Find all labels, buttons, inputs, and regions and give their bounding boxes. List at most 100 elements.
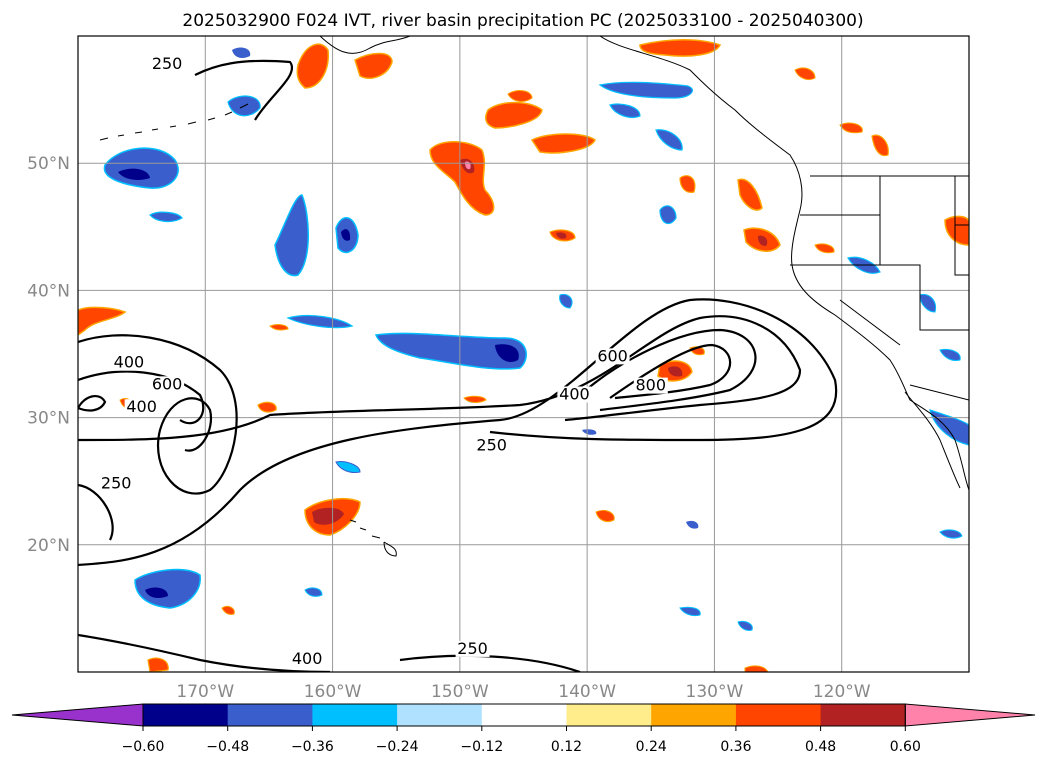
colorbar-swatch xyxy=(735,704,822,726)
colorbar-tick-label: 0.12 xyxy=(551,739,582,755)
colorbar-tick-label: 0.36 xyxy=(720,739,751,755)
contour-label: 800 xyxy=(636,376,667,395)
negative-precip-patch xyxy=(134,568,201,609)
ivt-contour-250 xyxy=(78,315,802,442)
lat-tick-label: 50°N xyxy=(27,154,70,174)
colorbar-swatch xyxy=(651,704,737,726)
negative-precip-patch xyxy=(304,587,323,597)
ivt-contour-250 xyxy=(78,298,838,567)
contour-label: 250 xyxy=(152,54,183,73)
negative-precip-patch xyxy=(149,211,183,223)
contour-label: 250 xyxy=(476,435,507,454)
ivt-contour-250 xyxy=(78,483,114,541)
contour-label: 600 xyxy=(597,346,628,365)
ivt-contour-600 xyxy=(78,370,205,425)
negative-precip-patch xyxy=(103,147,179,189)
state-borders xyxy=(790,175,969,401)
colorbar-swatch xyxy=(227,704,313,726)
contour-label-bg xyxy=(595,348,630,365)
colorbar-tick-label: 0.24 xyxy=(636,739,667,755)
positive-precip-patch xyxy=(839,122,863,134)
negative-precip-patch xyxy=(686,520,699,529)
contour-label-bg xyxy=(99,475,134,492)
lon-tick-label: 170°W xyxy=(176,682,234,702)
positive-precip-patch xyxy=(744,665,769,672)
negative-precip-patch xyxy=(341,229,351,241)
negative-precip-patch xyxy=(582,429,597,435)
positive-precip-patch xyxy=(595,509,615,523)
negative-precip-patch xyxy=(679,606,701,617)
negative-precip-patch xyxy=(919,293,937,313)
positive-precip-patch xyxy=(556,232,567,239)
ivt-contour-400 xyxy=(78,334,238,495)
positive-precip-patch xyxy=(507,90,533,102)
negative-precip-patch xyxy=(659,205,677,225)
map-frame xyxy=(77,35,970,673)
lon-tick-label: 140°W xyxy=(558,682,616,702)
colorbar-tick-label: −0.24 xyxy=(376,739,419,755)
positive-precip-patch xyxy=(296,43,329,89)
colorbar-swatch xyxy=(143,704,229,726)
negative-precip-patch xyxy=(118,168,150,180)
contour-label-bg xyxy=(455,640,490,657)
positive-precip-patch xyxy=(668,366,683,377)
contour-label-bg xyxy=(124,399,159,416)
latitude-axis: 20°N 30°N 40°N 50°N xyxy=(27,154,70,556)
positive-precip-patch xyxy=(78,306,127,336)
negative-precip-patch xyxy=(939,529,963,539)
positive-precip-patch xyxy=(737,178,763,211)
colorbar: −0.60 −0.48 −0.36 −0.24 −0.12 0.12 0.24 0.36 0.4… xyxy=(11,703,1036,755)
colorbar-frame xyxy=(142,703,906,727)
colorbar-tick-label: 0.60 xyxy=(890,739,921,755)
positive-precip-patch xyxy=(312,507,344,525)
contour-label-bg xyxy=(290,651,325,668)
colorbar-extend-high xyxy=(904,703,1036,727)
lon-tick-label: 150°W xyxy=(431,682,489,702)
colorbar-swatch xyxy=(312,704,398,726)
contour-label: 400 xyxy=(114,353,145,372)
lat-tick-label: 30°N xyxy=(27,409,70,429)
positive-precip-patch xyxy=(269,324,289,331)
map-panel: 250 400 600 400 250 400 600 800 250 250 400 xyxy=(77,35,970,673)
positive-precip-patch xyxy=(429,141,495,216)
baja-coastline xyxy=(904,391,961,489)
lon-tick-label: 120°W xyxy=(813,682,871,702)
colorbar-swatch xyxy=(397,704,483,726)
positive-precip-patch xyxy=(758,235,768,246)
contour-label-bg xyxy=(557,386,592,403)
ivt-contour-250 xyxy=(399,654,581,672)
contour-label: 400 xyxy=(559,385,590,404)
contour-label-bg xyxy=(633,377,668,394)
ivt-contours xyxy=(78,59,838,672)
contour-label: 400 xyxy=(126,397,157,416)
positive-precip-patch xyxy=(639,39,722,57)
lat-tick-label: 40°N xyxy=(27,281,70,301)
colorbar-extend-low xyxy=(11,703,144,727)
positive-precip-patch xyxy=(871,134,889,157)
negative-precip-patch xyxy=(286,315,354,329)
colorbar-swatch xyxy=(481,704,567,726)
negative-precip-patch xyxy=(374,332,527,370)
negative-precip-patch xyxy=(232,47,251,58)
ivt-contour-250 xyxy=(78,633,331,672)
contour-label: 400 xyxy=(292,649,323,668)
contour-label: 250 xyxy=(101,474,132,493)
positive-precip-patch xyxy=(257,401,277,413)
negative-precip-patch xyxy=(939,349,961,361)
colorbar-swatch xyxy=(820,704,906,726)
positive-precip-patch xyxy=(354,52,393,79)
contour-label-bg xyxy=(150,376,185,393)
positive-precip-patch xyxy=(147,657,169,672)
positive-precip-patch xyxy=(814,243,835,254)
colorbar-tick-label: −0.12 xyxy=(460,739,503,755)
negative-precip-patch xyxy=(335,461,361,473)
contour-label: 250 xyxy=(457,639,488,658)
positive-precip-patch xyxy=(530,133,596,154)
negative-precip-patch xyxy=(598,81,693,99)
negative-precip-patch xyxy=(655,129,683,151)
negative-precip-patch xyxy=(495,344,519,363)
colorbar-swatch xyxy=(566,704,652,726)
negative-precip-patch xyxy=(609,103,641,118)
negative-precip-patch xyxy=(274,194,309,277)
